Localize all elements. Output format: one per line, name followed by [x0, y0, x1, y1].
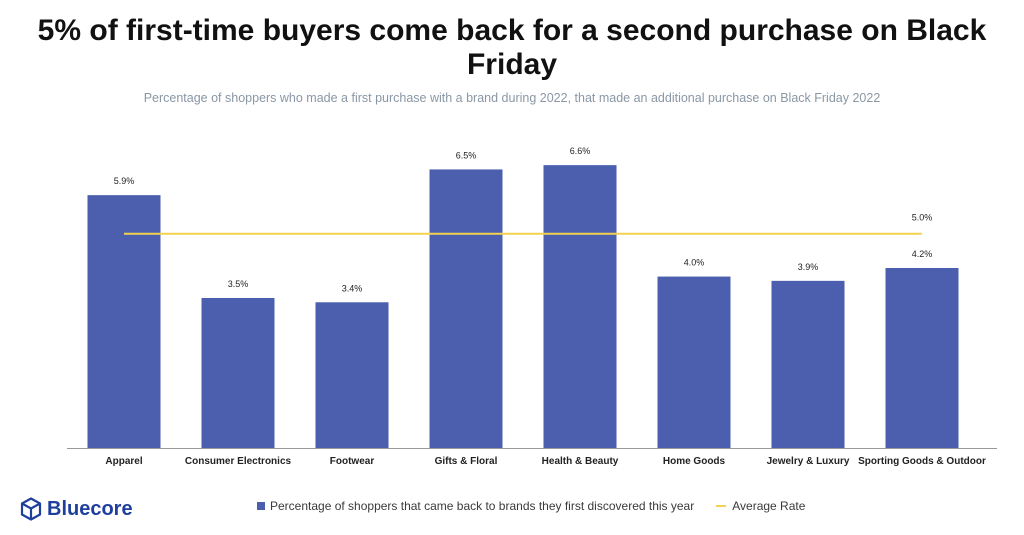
x-tick-label: Health & Beauty: [542, 456, 619, 467]
average-rate-label: 5.0%: [912, 213, 933, 223]
data-label: 4.0%: [684, 258, 705, 268]
legend-average-swatch: [716, 505, 727, 507]
brand-name: Bluecore: [47, 497, 133, 520]
bar-chart: 5.9% 3.5% 3.4% 6.5% 6.6% 4.0% 3.9% 4.2% Apparel…: [67, 146, 997, 467]
legend-bar-swatch: [257, 502, 265, 510]
chart-legend: Percentage of shoppers that came back to…: [257, 498, 805, 514]
data-label: 5.9%: [114, 176, 135, 186]
bar: [315, 302, 389, 448]
legend-average-label: Average Rate: [732, 499, 806, 513]
legend-series-label: Percentage of shoppers that came back to…: [270, 499, 695, 513]
x-tick-label: Gifts & Floral: [435, 456, 498, 467]
data-label: 3.4%: [342, 283, 363, 293]
x-tick-label: Home Goods: [663, 456, 726, 467]
data-label: 6.6%: [570, 146, 591, 156]
bar: [657, 276, 731, 448]
bar: [771, 280, 845, 448]
x-tick-label: Apparel: [105, 456, 142, 467]
data-label: 6.5%: [456, 150, 477, 160]
chart-title: 5% of first-time buyers come back for a …: [37, 14, 987, 81]
data-label: 3.9%: [798, 262, 819, 272]
bar: [87, 195, 161, 448]
x-tick-label: Jewelry & Luxury: [767, 456, 850, 467]
bar: [429, 169, 503, 448]
bar: [885, 268, 959, 448]
x-tick-label: Footwear: [330, 456, 375, 467]
x-tick-label: Sporting Goods & Outdoor: [858, 456, 986, 467]
bluecore-logo: Bluecore: [20, 497, 133, 521]
data-label: 4.2%: [912, 249, 933, 259]
data-label: 3.5%: [228, 279, 249, 289]
x-tick-label: Consumer Electronics: [185, 456, 292, 467]
cube-icon: [20, 497, 42, 521]
bar: [201, 298, 275, 448]
chart-subtitle: Percentage of shoppers who made a first …: [143, 91, 881, 105]
bar: [543, 165, 617, 448]
